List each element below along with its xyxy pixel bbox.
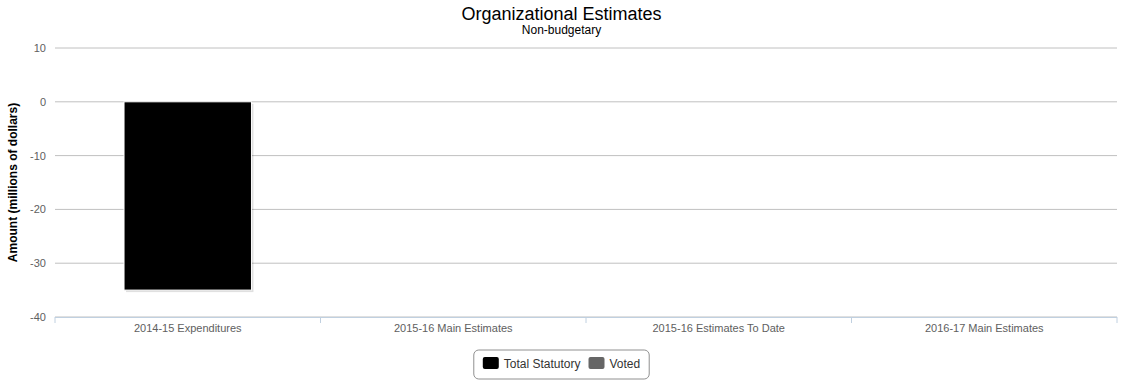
bar[interactable] [124, 102, 251, 290]
x-tick-label: 2014-15 Expenditures [134, 322, 242, 334]
x-tick [851, 317, 852, 323]
y-tick-label: 0 [40, 96, 46, 108]
y-axis-label: Amount (millions of dollars) [6, 103, 20, 262]
grid [55, 48, 1117, 317]
legend: Total Statutory Voted [474, 350, 649, 379]
x-tick [55, 317, 56, 323]
legend-label: Voted [610, 357, 641, 371]
x-tick [320, 317, 321, 323]
y-tick-label: 10 [34, 42, 46, 54]
x-tick [586, 317, 587, 323]
legend-item[interactable]: Total Statutory [483, 357, 581, 371]
legend-swatch [589, 357, 605, 369]
legend-box [474, 350, 649, 379]
title: Organizational Estimates [461, 4, 661, 24]
subtitle: Non-budgetary [522, 23, 601, 37]
grid-line [55, 48, 1117, 49]
x-tick-label: 2015-16 Main Estimates [394, 322, 513, 334]
bars [124, 102, 253, 292]
legend-swatch [483, 357, 499, 369]
x-tick [1117, 317, 1118, 323]
y-tick-label: -40 [30, 311, 46, 323]
y-tick-label: -20 [30, 203, 46, 215]
chart-container: Organizational EstimatesNon-budgetary -40… [0, 0, 1123, 385]
y-tick-label: -30 [30, 257, 46, 269]
chart-svg: Organizational EstimatesNon-budgetary -40… [0, 0, 1123, 385]
x-tick-label: 2015-16 Estimates To Date [653, 322, 785, 334]
legend-item[interactable]: Voted [589, 357, 641, 371]
x-tick-label: 2016-17 Main Estimates [925, 322, 1044, 334]
legend-label: Total Statutory [504, 357, 581, 371]
y-tick-label: -10 [30, 150, 46, 162]
